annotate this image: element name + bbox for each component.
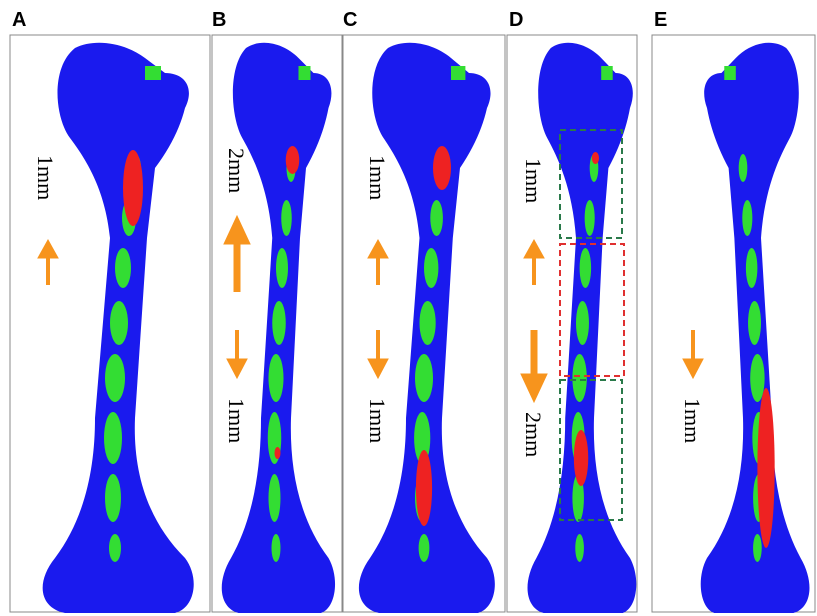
bone-model [701,43,810,613]
bone-model [222,43,335,613]
arrow-up [38,240,58,285]
arrow-down [227,330,247,378]
figure: A B C D E 1mm 2mm 1mm 1mm 1mm 1mm [0,0,817,616]
annotation: 1mm [521,158,546,203]
arrow-down [683,330,703,378]
bone-model [528,43,637,613]
bone-model [43,43,194,613]
annotation: 2mm [521,412,546,457]
arrow-up [524,240,544,285]
annotation: 1mm [680,398,705,443]
arrow-down [521,330,547,402]
annotation: 1mm [224,398,249,443]
bone-model [359,43,495,613]
panel-label: E [654,9,667,31]
arrow-up [224,216,250,292]
annotation: 1mm [33,155,58,200]
panel-label: C [343,9,357,31]
arrow-up [368,240,388,285]
arrow-down [368,330,388,378]
panel-label: A [12,9,26,31]
panel-label: B [212,9,226,31]
panel-label: D [509,9,523,31]
page: A B C D E 1mm 2mm 1mm 1mm 1mm 1mm [0,0,817,616]
annotation: 2mm [224,148,249,193]
annotation: 1mm [365,155,390,200]
annotation: 1mm [365,398,390,443]
